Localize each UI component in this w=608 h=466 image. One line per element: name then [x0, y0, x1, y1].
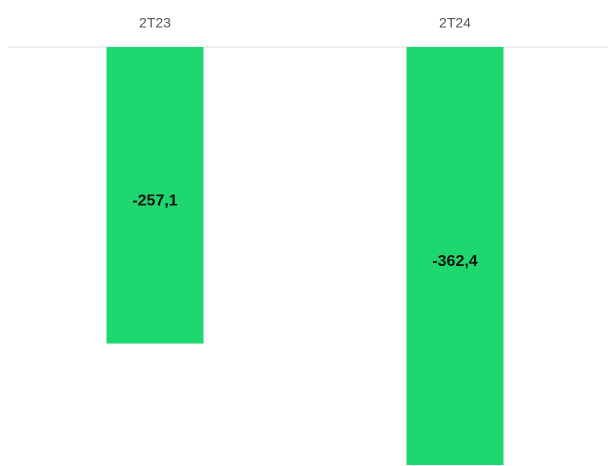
- value-label: -257,1: [132, 192, 177, 209]
- bar: [106, 47, 204, 344]
- category-label: 2T24: [439, 15, 471, 31]
- value-label: -362,4: [432, 253, 477, 270]
- category-label: 2T23: [139, 15, 171, 31]
- bar: [406, 47, 504, 465]
